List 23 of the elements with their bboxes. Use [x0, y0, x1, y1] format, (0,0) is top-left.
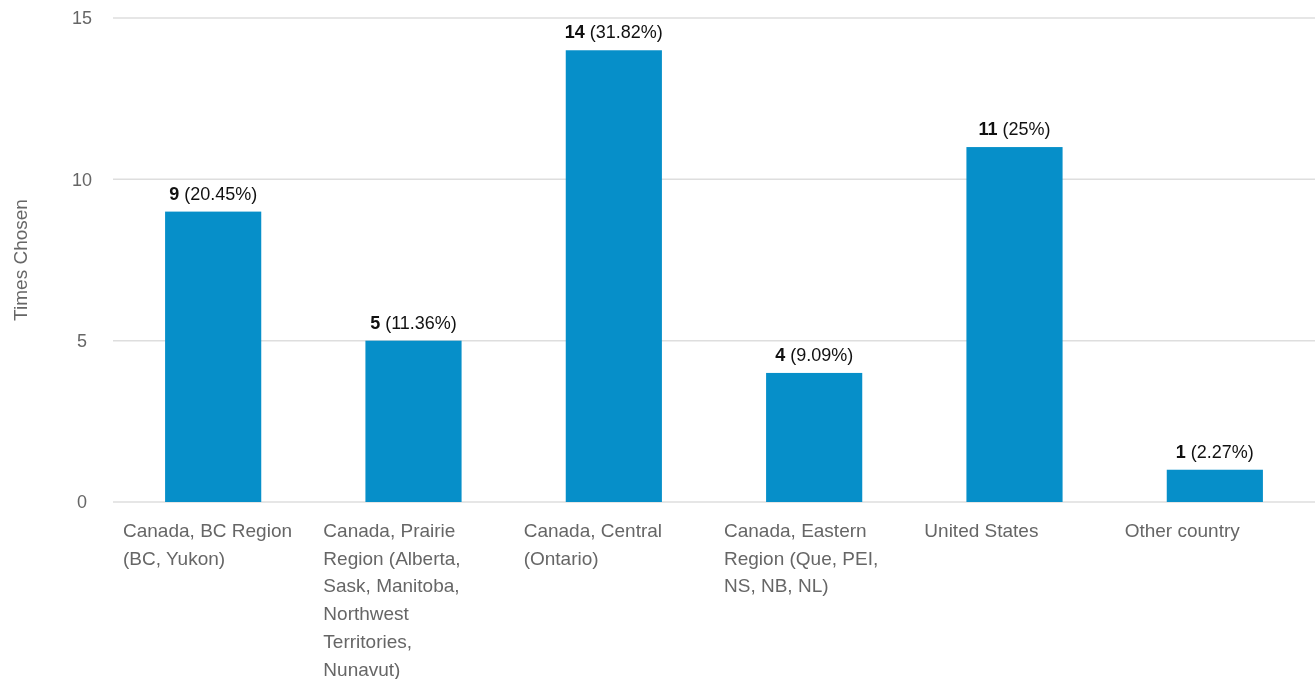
y-tick-label: 0 — [76, 492, 88, 513]
x-tick-label: Canada, Eastern Region (Que, PEI, NS, NB, NL) — [724, 520, 879, 597]
y-tick-label: 5 — [76, 330, 88, 351]
data-label: 4 (9.09%) — [775, 344, 854, 365]
data-label: 1 (2.27%) — [1175, 441, 1254, 462]
bar — [365, 340, 462, 502]
x-tick-label: United States — [924, 520, 1039, 541]
y-axis-title: Times Chosen — [10, 199, 31, 321]
bar — [966, 147, 1063, 502]
bar — [565, 50, 662, 502]
x-tick-label: Canada, BC Region (BC, Yukon) — [123, 520, 293, 569]
data-label: 14 (31.82%) — [564, 22, 663, 43]
x-tick-label: Canada, Central (Ontario) — [523, 520, 663, 569]
bar — [165, 211, 262, 502]
data-label: 9 (20.45%) — [169, 183, 258, 204]
y-tick-label: 15 — [71, 8, 93, 29]
bar — [766, 372, 863, 502]
bar — [1166, 469, 1263, 502]
x-tick-label: Canada, Prairie Region (Alberta, Sask, Manitoba, Northwest Territories, Nunavut) — [323, 520, 461, 679]
x-tick-label: Other country — [1124, 520, 1241, 541]
data-label: 11 (25%) — [978, 119, 1051, 140]
y-tick-label: 10 — [71, 169, 93, 190]
data-label: 5 (11.36%) — [370, 312, 457, 333]
